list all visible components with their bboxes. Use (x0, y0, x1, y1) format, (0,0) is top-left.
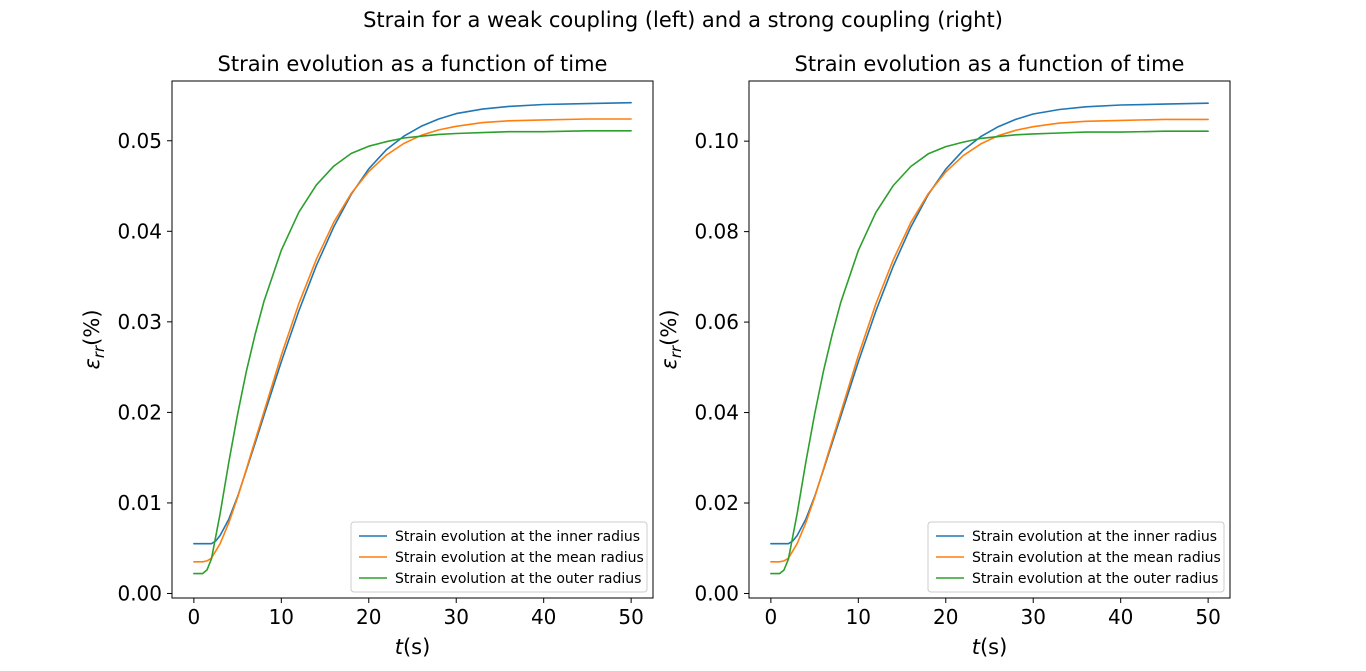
chart-title: Strain evolution as a function of time (218, 52, 608, 76)
y-tick-label: 0.05 (117, 129, 162, 153)
legend-box (927, 521, 1225, 593)
legend-label-inner: Strain evolution at the inner radius (395, 529, 640, 545)
y-tick-label: 0.10 (694, 129, 739, 153)
legend-label-inner: Strain evolution at the inner radius (972, 529, 1217, 545)
figure-suptitle: Strain for a weak coupling (left) and a … (363, 8, 1003, 32)
y-tick-label: 0.03 (117, 310, 162, 334)
legend: Strain evolution at the inner radius Stra… (927, 521, 1225, 593)
y-tick-label: 0.02 (694, 491, 739, 515)
x-tick-label: 0 (187, 605, 200, 629)
legend-box (350, 521, 648, 593)
y-tick-label: 0.02 (117, 400, 162, 424)
legend-label-outer: Strain evolution at the outer radius (395, 571, 641, 587)
legend-label-mean: Strain evolution at the mean radius (972, 550, 1221, 566)
y-tick-label: 0.00 (117, 581, 162, 605)
y-tick-label: 0.04 (117, 219, 162, 243)
y-tick-label: 0.06 (694, 310, 739, 334)
y-axis-label: εrr(%) (657, 309, 685, 369)
x-tick-label: 40 (1108, 605, 1133, 629)
x-tick-label: 30 (444, 605, 469, 629)
y-tick-label: 0.08 (694, 220, 739, 244)
y-tick-label: 0.01 (117, 491, 162, 515)
x-tick-label: 10 (846, 605, 871, 629)
series-line-mean (770, 118, 1209, 563)
series-line-outer (770, 130, 1209, 575)
series-line-mean (193, 118, 632, 563)
x-tick-label: 10 (269, 605, 294, 629)
x-tick-label: 0 (764, 605, 777, 629)
y-tick-label: 0.04 (694, 401, 739, 425)
chart-right-strong-coupling: Strain evolution as a function of time 0 1… (657, 52, 1231, 659)
legend-label-outer: Strain evolution at the outer radius (972, 571, 1218, 587)
y-tick-label: 0.00 (694, 581, 739, 605)
series-line-inner (770, 102, 1209, 545)
x-tick-label: 50 (1195, 605, 1220, 629)
axes-frame (748, 80, 1231, 599)
series-line-inner (193, 101, 632, 545)
y-axis-label: εrr(%) (80, 309, 108, 369)
chart-left-weak-coupling: Strain evolution as a function of time 0 1… (80, 52, 654, 659)
x-tick-label: 40 (531, 605, 556, 629)
x-tick-label: 20 (933, 605, 958, 629)
axes-frame (171, 80, 654, 599)
chart-title: Strain evolution as a function of time (795, 52, 1185, 76)
x-tick-label: 30 (1021, 605, 1046, 629)
x-axis-label: t(s) (395, 635, 431, 659)
legend: Strain evolution at the inner radius Stra… (350, 521, 648, 593)
series-line-outer (193, 130, 632, 575)
legend-label-mean: Strain evolution at the mean radius (395, 550, 644, 566)
x-tick-label: 20 (356, 605, 381, 629)
x-tick-label: 50 (618, 605, 643, 629)
x-axis-label: t(s) (972, 635, 1008, 659)
